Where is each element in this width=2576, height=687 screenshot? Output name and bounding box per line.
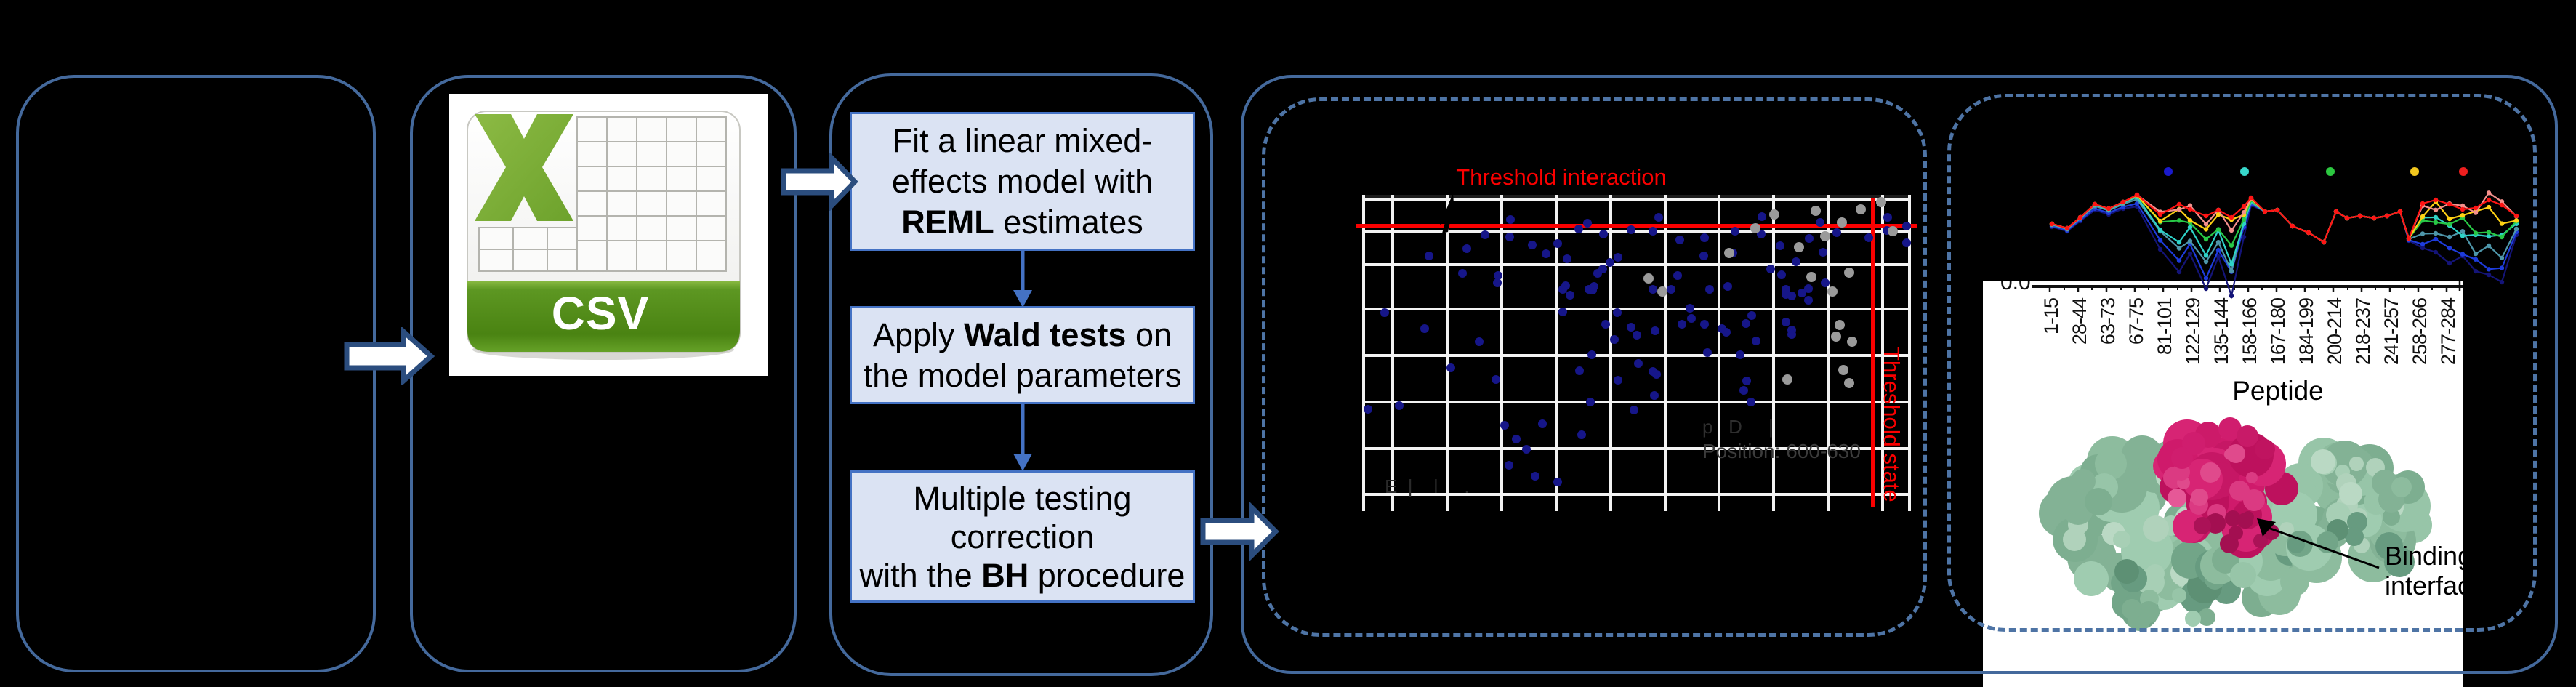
svg-text:241-257: 241-257 <box>2380 298 2402 365</box>
svg-text:Position: 600-630: Position: 600-630 <box>1702 440 1861 462</box>
svg-text:122-129: 122-129 <box>2182 298 2204 365</box>
svg-text:258-266: 258-266 <box>2409 298 2431 365</box>
svg-text:200-214: 200-214 <box>2324 297 2346 365</box>
svg-text:81-101: 81-101 <box>2154 298 2175 355</box>
svg-text:158-166: 158-166 <box>2239 298 2261 365</box>
svg-text:67-75: 67-75 <box>2125 298 2147 345</box>
svg-text:Threshold interaction: Threshold interaction <box>1456 164 1667 190</box>
svg-text:Threshold state: Threshold state <box>1879 347 1904 502</box>
svg-text:135-144: 135-144 <box>2210 297 2232 365</box>
svg-text:1-15: 1-15 <box>2040 298 2062 334</box>
svg-text:184-199: 184-199 <box>2295 298 2317 365</box>
svg-text:p D |: p D | <box>1702 416 1774 438</box>
svg-text:CSV: CSV <box>552 287 650 340</box>
svg-text:63-73: 63-73 <box>2097 298 2119 345</box>
svg-text:167-180: 167-180 <box>2267 298 2289 365</box>
svg-text:E | l .: E | l . <box>1385 475 1470 497</box>
svg-text:218-237: 218-237 <box>2352 298 2374 365</box>
svg-text:28-44: 28-44 <box>2069 297 2090 345</box>
svg-text:277-284: 277-284 <box>2437 297 2459 365</box>
